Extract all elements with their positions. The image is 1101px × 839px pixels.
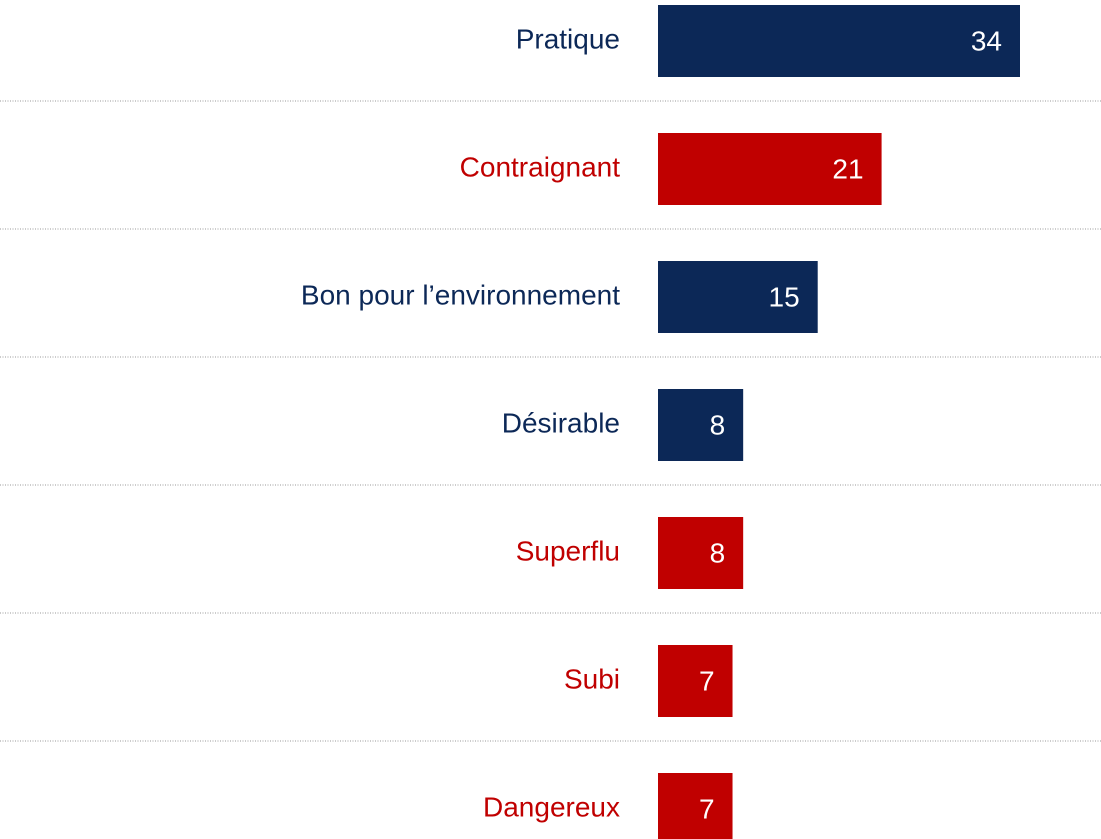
value-label: 34	[971, 25, 1002, 56]
value-label: 7	[699, 665, 715, 696]
category-label: Dangereux	[483, 791, 620, 822]
value-label: 15	[769, 281, 800, 312]
bar	[658, 517, 744, 589]
value-label: 21	[832, 153, 863, 184]
bar	[658, 5, 1020, 77]
bar	[658, 773, 733, 839]
bar	[658, 261, 818, 333]
category-label: Désirable	[502, 407, 620, 438]
value-label: 7	[699, 793, 715, 824]
bar	[658, 389, 744, 461]
category-label: Bon pour l’environnement	[301, 279, 620, 310]
value-label: 8	[710, 537, 726, 568]
category-label: Subi	[564, 663, 620, 694]
bar	[658, 133, 882, 205]
value-label: 8	[710, 409, 726, 440]
category-label: Contraignant	[460, 151, 621, 182]
category-label: Superflu	[516, 535, 620, 566]
category-label: Pratique	[516, 23, 620, 54]
bar	[658, 645, 733, 717]
